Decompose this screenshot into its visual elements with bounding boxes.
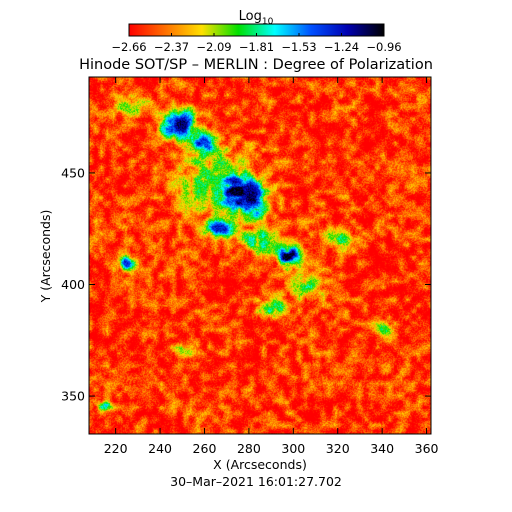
y-tick-label: 450 (61, 165, 85, 180)
x-tick-label: 320 (326, 441, 350, 456)
colorbar-tick-label: −1.81 (239, 40, 274, 54)
x-axis-label: X (Arcseconds) (213, 457, 307, 472)
colorbar-label: Log10 (239, 9, 274, 27)
chart-title: Hinode SOT/SP – MERLIN : Degree of Polar… (79, 57, 433, 73)
heatmap-image (89, 77, 431, 434)
colorbar-tick-label: −2.66 (111, 40, 146, 54)
colorbar-label-sub: 10 (262, 17, 274, 27)
y-axis: 350 400 450 (61, 165, 431, 404)
timestamp: 30–Mar–2021 16:01:27.702 (170, 474, 342, 489)
plot-frame (88, 76, 432, 435)
y-tick-label: 400 (61, 277, 85, 292)
colorbar-label-base: Log (239, 9, 262, 24)
y-tick-label: 350 (61, 389, 85, 404)
x-tick-label: 240 (148, 441, 172, 456)
colorbar-ticks: −2.66 −2.37 −2.09 −1.81 −1.53 −1.24 −0.96 (111, 33, 402, 54)
x-tick-label: 360 (415, 441, 439, 456)
x-tick-label: 260 (193, 441, 217, 456)
y-axis-label: Y (Arcseconds) (38, 210, 53, 304)
x-axis: 220 240 260 280 300 320 340 360 (104, 77, 439, 456)
colorbar-tick-label: −1.53 (281, 40, 316, 54)
colorbar-tick-label: −1.24 (324, 40, 359, 54)
x-tick-label: 300 (281, 441, 305, 456)
colorbar-tick-label: −2.37 (154, 40, 189, 54)
colorbar-tick-label: −0.96 (366, 40, 401, 54)
x-tick-label: 280 (237, 441, 261, 456)
colorbar-tick-label: −2.09 (196, 40, 231, 54)
x-tick-label: 340 (370, 441, 394, 456)
x-tick-label: 220 (104, 441, 128, 456)
